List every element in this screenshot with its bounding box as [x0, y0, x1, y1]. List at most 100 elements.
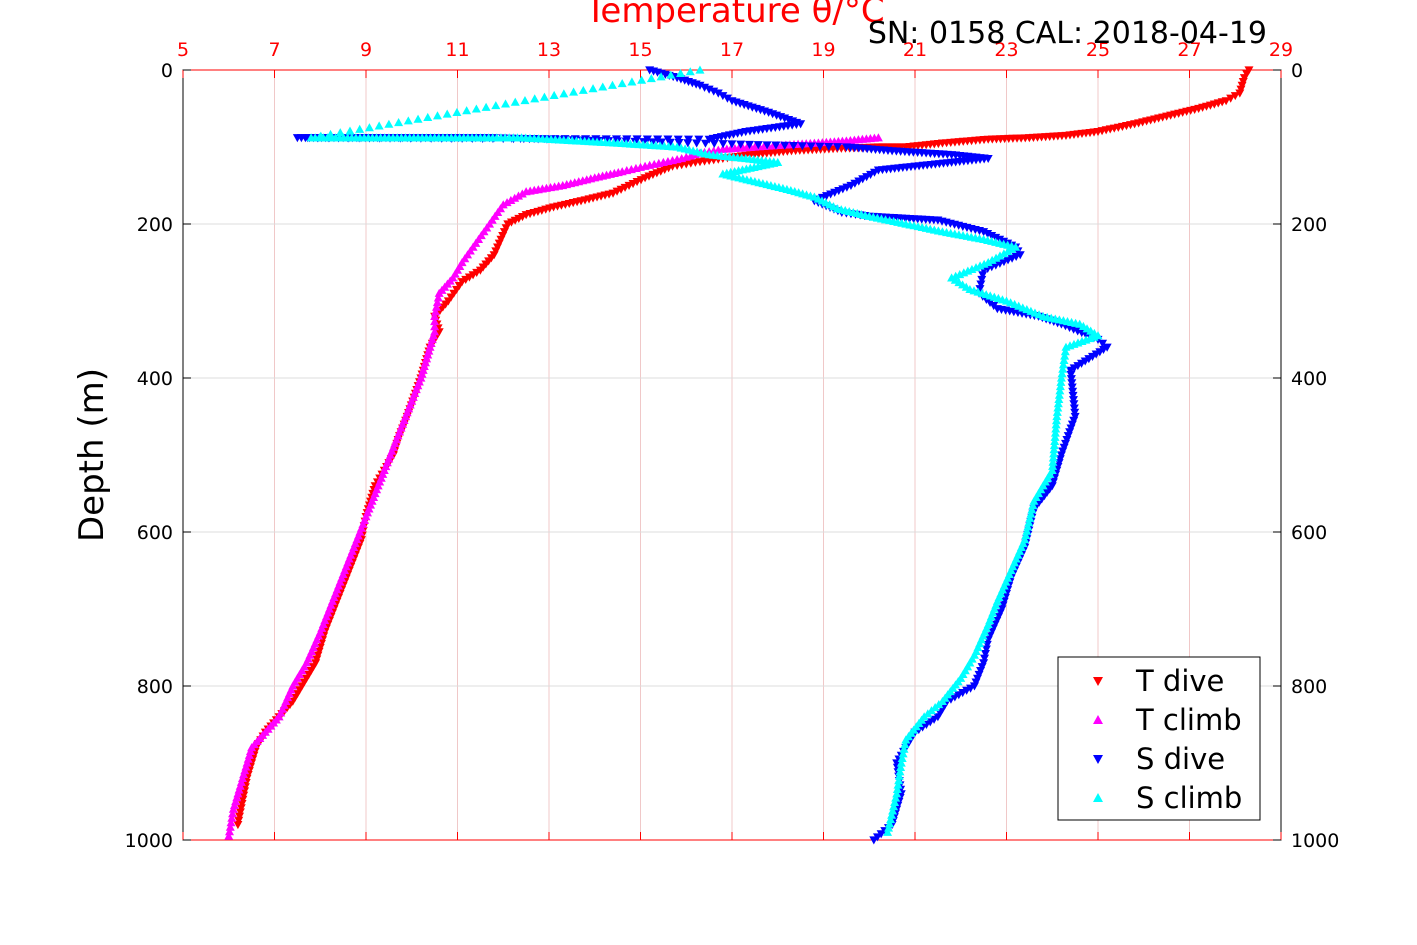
data-point — [501, 99, 511, 108]
data-point — [423, 112, 433, 122]
legend-label-s-climb: S climb — [1136, 781, 1242, 815]
legend-marker-t-dive — [1093, 677, 1103, 686]
data-point — [1060, 347, 1070, 356]
data-point — [1066, 375, 1076, 384]
data-point — [431, 302, 441, 311]
data-point — [895, 767, 905, 776]
data-point — [969, 682, 979, 691]
data-point — [958, 689, 968, 698]
y-tick-label-left: 200 — [137, 214, 173, 236]
data-point — [950, 693, 960, 702]
data-point — [883, 827, 893, 836]
data-point — [1084, 355, 1094, 364]
data-point — [233, 821, 243, 830]
y-tick-label-right: 1000 — [1291, 830, 1339, 852]
data-point — [430, 322, 440, 331]
data-point — [1053, 399, 1063, 408]
data-point — [1052, 407, 1062, 416]
data-point — [665, 138, 675, 147]
data-point — [833, 143, 843, 152]
data-point — [1052, 412, 1062, 421]
data-point — [893, 780, 903, 789]
chart-subtitle: SN: 0158 CAL: 2018-04-19 — [868, 16, 1267, 51]
data-point — [966, 684, 976, 693]
data-point — [1023, 522, 1033, 531]
x-tick-label: 17 — [720, 39, 744, 61]
x-tick-label: 9 — [360, 39, 372, 61]
data-point — [617, 79, 627, 88]
data-point — [1048, 453, 1058, 462]
data-point — [718, 140, 728, 149]
data-point — [430, 317, 440, 326]
legend-label-t-dive: T dive — [1135, 664, 1224, 698]
data-point — [1055, 382, 1065, 391]
y-tick-label-left: 600 — [137, 522, 173, 544]
data-point — [713, 89, 723, 98]
data-point — [461, 275, 471, 284]
data-point — [890, 797, 900, 806]
data-point — [1095, 348, 1105, 357]
data-point — [789, 142, 799, 151]
data-point — [727, 140, 737, 149]
data-point — [873, 166, 883, 175]
data-point — [1060, 351, 1070, 360]
data-point — [468, 271, 478, 280]
data-point — [1235, 89, 1245, 98]
data-point — [692, 139, 702, 148]
data-point — [894, 771, 904, 780]
data-point — [896, 762, 906, 771]
data-point — [666, 70, 676, 79]
data-point — [862, 173, 872, 182]
data-point — [226, 818, 236, 827]
data-point — [901, 735, 911, 744]
data-point — [481, 102, 491, 111]
data-point — [884, 823, 894, 832]
data-point — [430, 311, 440, 320]
data-point — [1022, 526, 1032, 535]
data-point — [434, 288, 444, 297]
data-point — [464, 273, 474, 282]
data-point — [656, 138, 666, 147]
data-point — [886, 814, 896, 824]
data-point — [888, 806, 898, 815]
legend-label-t-climb: T climb — [1135, 703, 1242, 737]
data-point — [1055, 386, 1065, 395]
data-point — [1027, 505, 1037, 514]
data-point — [866, 170, 876, 179]
data-point — [1049, 441, 1059, 450]
data-point — [235, 812, 245, 821]
x-tick-label: 7 — [268, 39, 280, 61]
data-point — [695, 65, 705, 74]
data-point — [978, 271, 988, 280]
data-point — [885, 819, 895, 828]
data-point — [933, 713, 943, 722]
data-point — [1069, 404, 1079, 413]
data-point — [1026, 509, 1036, 518]
data-point — [569, 87, 579, 96]
y-tick-label-left: 1000 — [125, 830, 173, 852]
data-point — [850, 179, 860, 188]
data-point — [384, 119, 394, 128]
data-point — [1069, 400, 1079, 409]
x-tick-label: 19 — [811, 39, 835, 61]
y-tick-label-right: 800 — [1291, 676, 1327, 698]
x-axis-ticks: 5 7 9 11 13 15 17 19 21 23 25 27 29 — [177, 39, 1293, 840]
y-tick-label-left: 800 — [137, 676, 173, 698]
y-tick-label-right: 200 — [1291, 214, 1327, 236]
data-point — [1028, 500, 1038, 510]
y-tick-label-left: 0 — [161, 60, 173, 82]
data-point — [685, 67, 695, 76]
data-point — [1029, 496, 1039, 505]
data-point — [433, 293, 443, 302]
data-point — [900, 740, 910, 749]
data-point — [442, 109, 452, 118]
data-point — [891, 793, 901, 802]
legend-marker-s-dive — [1093, 755, 1103, 764]
data-point — [1073, 362, 1083, 371]
data-point — [1021, 530, 1031, 540]
data-point — [1091, 350, 1101, 359]
data-point — [1048, 457, 1058, 466]
data-point — [806, 142, 816, 151]
data-point — [858, 175, 868, 184]
data-point — [656, 72, 666, 81]
